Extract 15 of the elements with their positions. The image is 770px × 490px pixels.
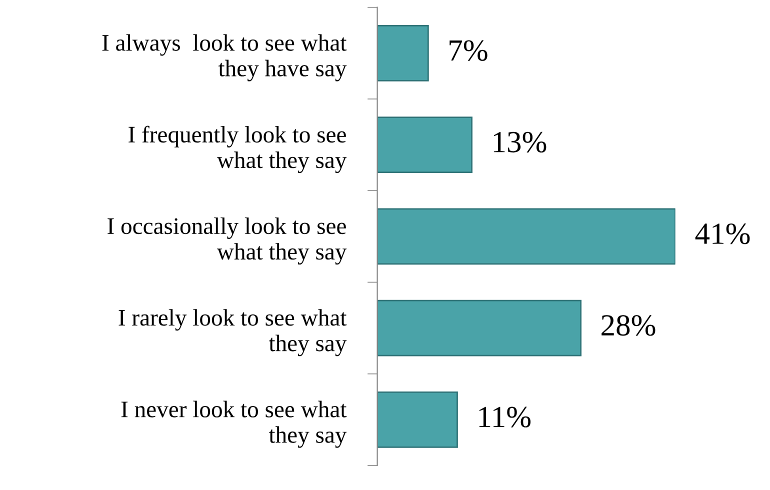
bar xyxy=(377,24,429,82)
data-label: 7% xyxy=(450,40,488,61)
y-tick-label: I always look to see what they have say xyxy=(102,34,347,82)
data-label: 41% xyxy=(695,223,750,244)
data-label: 13% xyxy=(494,132,546,153)
y-tick-label: I never look to see what they say xyxy=(121,400,347,448)
y-tick-label: I occasionally look to see what they say xyxy=(108,217,347,265)
bar xyxy=(377,392,458,448)
y-tick-label: I rarely look to see what they say xyxy=(118,309,347,356)
bar xyxy=(377,208,676,265)
bar xyxy=(377,116,472,173)
data-label: 28% xyxy=(602,315,656,336)
bar xyxy=(377,300,582,356)
y-tick-label: I frequently look to see what they say xyxy=(128,126,347,174)
data-label: 11% xyxy=(479,406,531,428)
